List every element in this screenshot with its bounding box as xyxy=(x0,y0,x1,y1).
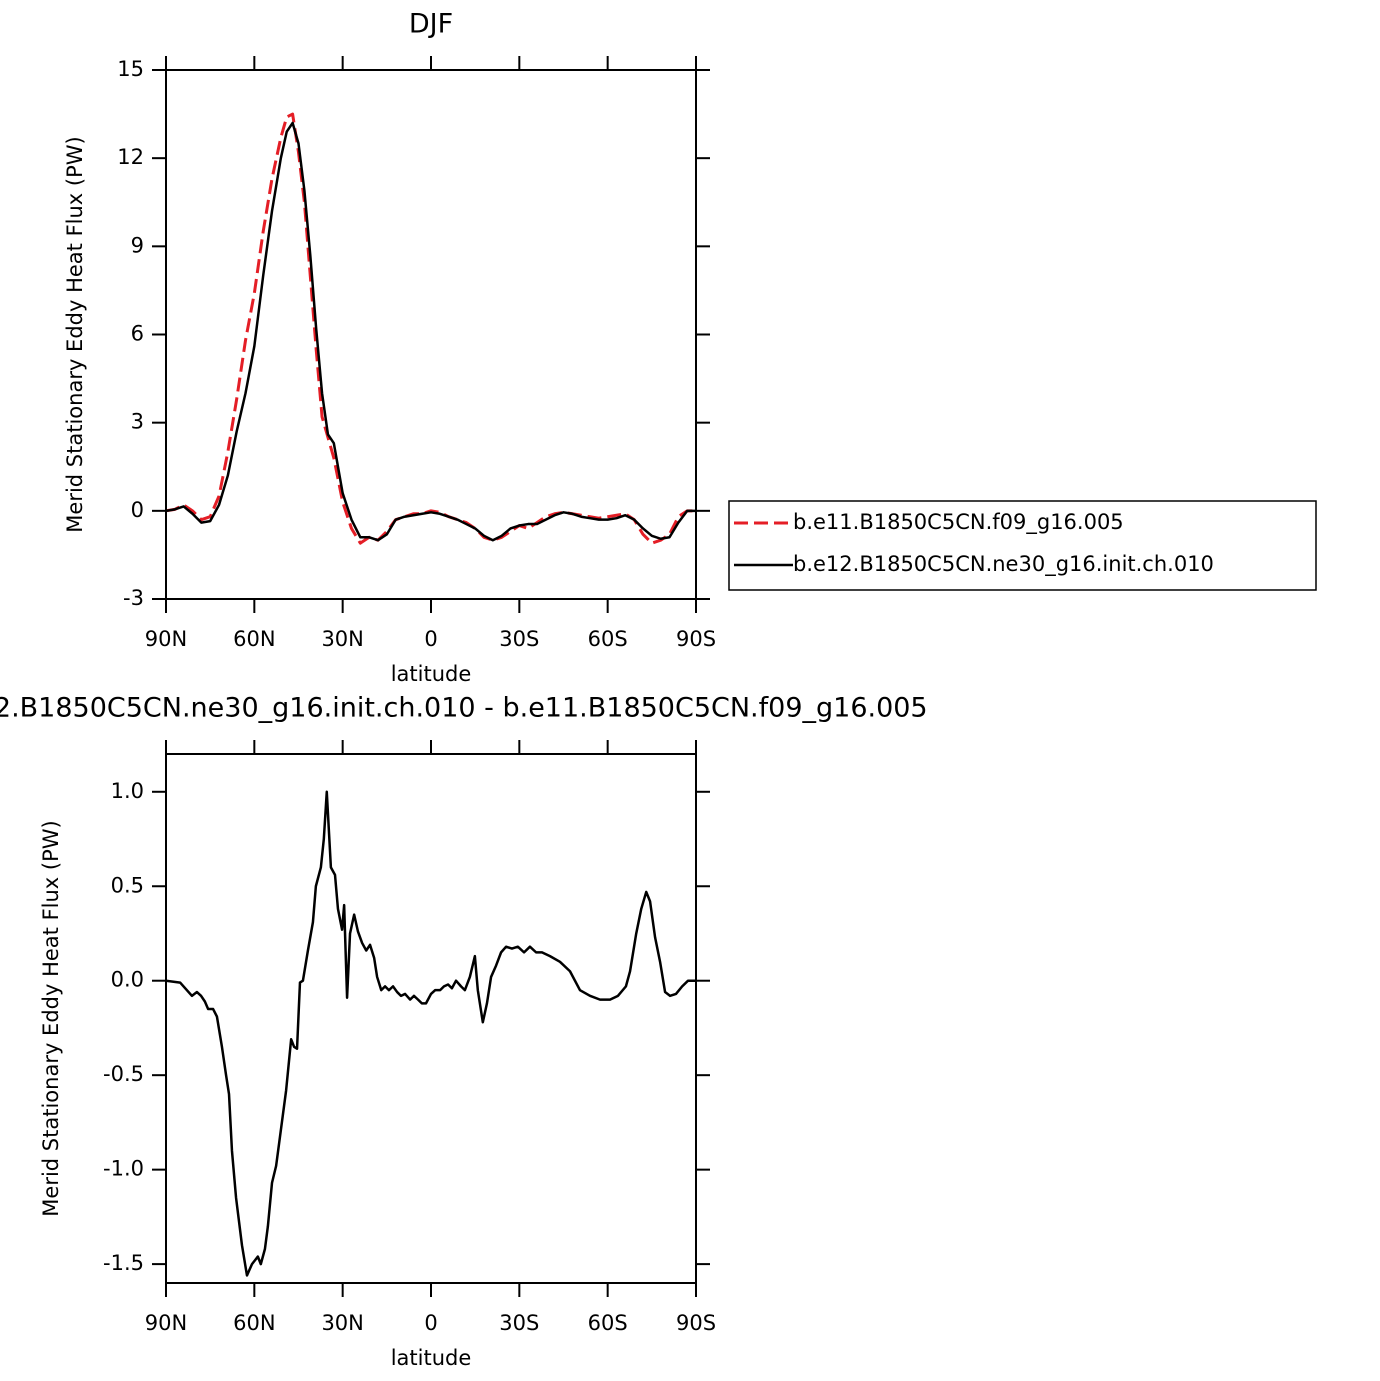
legend-box xyxy=(728,500,1317,591)
plot-frame xyxy=(165,753,697,1284)
x-tick-label: 30N xyxy=(321,627,363,651)
x-tick-label: 90S xyxy=(676,1311,716,1335)
y-tick-label: 0.0 xyxy=(111,968,144,992)
x-tick-label: 30S xyxy=(499,627,539,651)
x-tick-label: 30N xyxy=(321,1311,363,1335)
data-line xyxy=(166,790,696,1277)
x-tick-label: 90S xyxy=(676,627,716,651)
x-axis-label: latitude xyxy=(391,662,472,686)
x-tick-label: 0 xyxy=(424,1311,437,1335)
x-tick-label: 60N xyxy=(233,1311,275,1335)
legend-label: b.e11.B1850C5CN.f09_g16.005 xyxy=(793,510,1124,535)
x-tick-label: 90N xyxy=(145,1311,187,1335)
data-line xyxy=(166,121,696,542)
y-tick-label: 1.0 xyxy=(111,779,144,803)
y-tick-label: -1.5 xyxy=(103,1251,144,1275)
data-line xyxy=(166,112,696,545)
x-tick-label: 0 xyxy=(424,627,437,651)
y-tick-label: 0 xyxy=(131,498,144,522)
y-tick-label: -1.0 xyxy=(103,1157,144,1181)
x-tick-label: 60N xyxy=(233,627,275,651)
y-axis-label: Merid Stationary Eddy Heat Flux (PW) xyxy=(63,136,87,532)
y-tick-label: 6 xyxy=(131,322,144,346)
legend-label: b.e12.B1850C5CN.ne30_g16.init.ch.010 xyxy=(793,552,1214,577)
x-axis-label: latitude xyxy=(391,1346,472,1370)
y-tick-label: 12 xyxy=(117,145,144,169)
y-tick-label: 3 xyxy=(131,410,144,434)
chart-title: DJF xyxy=(409,9,453,40)
x-tick-label: 30S xyxy=(499,1311,539,1335)
y-tick-label: 9 xyxy=(131,233,144,257)
y-tick-label: 15 xyxy=(117,57,144,81)
x-tick-label: 60S xyxy=(588,627,628,651)
plot-frame xyxy=(165,69,697,600)
x-tick-label: 60S xyxy=(588,1311,628,1335)
y-axis-label: Merid Stationary Eddy Heat Flux (PW) xyxy=(39,820,63,1216)
y-tick-label: -0.5 xyxy=(103,1062,144,1086)
chart-title: b.e12.B1850C5CN.ne30_g16.init.ch.010 - b… xyxy=(0,693,928,724)
x-tick-label: 90N xyxy=(145,627,187,651)
y-tick-label: -3 xyxy=(123,586,144,610)
y-tick-label: 0.5 xyxy=(111,873,144,897)
